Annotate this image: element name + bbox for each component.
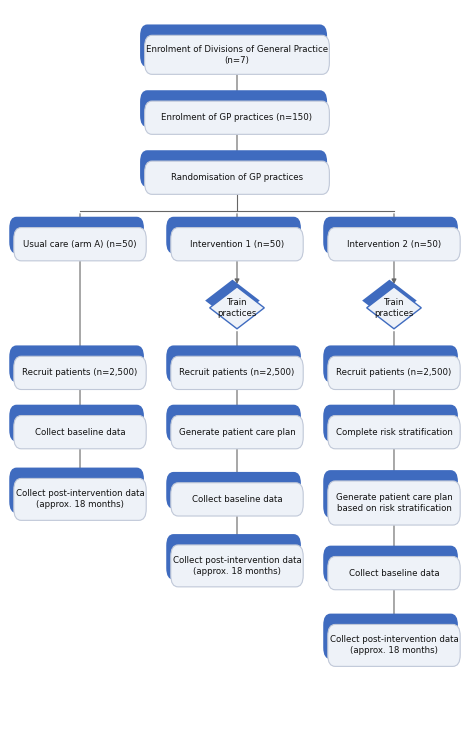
Text: Collect baseline data: Collect baseline data xyxy=(191,495,283,504)
FancyBboxPatch shape xyxy=(145,35,329,75)
Polygon shape xyxy=(210,287,264,329)
Text: Recruit patients (n=2,500): Recruit patients (n=2,500) xyxy=(179,368,295,377)
Text: Collect baseline data: Collect baseline data xyxy=(35,428,125,437)
Text: Complete risk stratification: Complete risk stratification xyxy=(336,428,452,437)
Polygon shape xyxy=(367,287,421,329)
Text: Recruit patients (n=2,500): Recruit patients (n=2,500) xyxy=(337,368,452,377)
Polygon shape xyxy=(362,279,417,322)
FancyBboxPatch shape xyxy=(323,346,458,383)
Text: Collect post-intervention data
(approx. 18 months): Collect post-intervention data (approx. … xyxy=(16,489,145,510)
Text: Collect post-intervention data
(approx. 18 months): Collect post-intervention data (approx. … xyxy=(173,556,301,576)
Text: Collect baseline data: Collect baseline data xyxy=(349,569,439,578)
Text: Recruit patients (n=2,500): Recruit patients (n=2,500) xyxy=(22,368,137,377)
FancyBboxPatch shape xyxy=(140,90,327,127)
FancyBboxPatch shape xyxy=(171,483,303,516)
Text: Generate patient care plan: Generate patient care plan xyxy=(179,428,295,437)
FancyBboxPatch shape xyxy=(323,614,458,659)
FancyBboxPatch shape xyxy=(9,217,144,254)
Text: Train
practices: Train practices xyxy=(374,297,414,318)
FancyBboxPatch shape xyxy=(140,24,327,67)
Text: Intervention 2 (n=50): Intervention 2 (n=50) xyxy=(347,239,441,248)
FancyBboxPatch shape xyxy=(328,416,460,449)
FancyBboxPatch shape xyxy=(323,546,458,583)
Text: Generate patient care plan
based on risk stratification: Generate patient care plan based on risk… xyxy=(336,493,452,513)
FancyBboxPatch shape xyxy=(9,346,144,383)
FancyBboxPatch shape xyxy=(166,346,301,383)
FancyBboxPatch shape xyxy=(145,101,329,134)
FancyBboxPatch shape xyxy=(14,356,146,389)
FancyBboxPatch shape xyxy=(145,161,329,194)
FancyBboxPatch shape xyxy=(166,404,301,441)
FancyBboxPatch shape xyxy=(323,404,458,441)
FancyBboxPatch shape xyxy=(171,545,303,587)
FancyBboxPatch shape xyxy=(166,217,301,254)
FancyBboxPatch shape xyxy=(323,470,458,518)
FancyBboxPatch shape xyxy=(328,227,460,261)
FancyBboxPatch shape xyxy=(328,556,460,590)
FancyBboxPatch shape xyxy=(323,217,458,254)
FancyBboxPatch shape xyxy=(140,151,327,187)
Text: Enrolment of GP practices (n=150): Enrolment of GP practices (n=150) xyxy=(162,113,312,122)
FancyBboxPatch shape xyxy=(171,227,303,261)
Text: Train
practices: Train practices xyxy=(217,297,257,318)
FancyBboxPatch shape xyxy=(166,472,301,509)
FancyBboxPatch shape xyxy=(328,624,460,666)
FancyBboxPatch shape xyxy=(171,416,303,449)
FancyBboxPatch shape xyxy=(328,481,460,525)
FancyBboxPatch shape xyxy=(14,416,146,449)
Text: Enrolment of Divisions of General Practice
(n=7): Enrolment of Divisions of General Practi… xyxy=(146,44,328,65)
Text: Intervention 1 (n=50): Intervention 1 (n=50) xyxy=(190,239,284,248)
Polygon shape xyxy=(205,279,260,322)
FancyBboxPatch shape xyxy=(9,468,144,513)
FancyBboxPatch shape xyxy=(171,356,303,389)
FancyBboxPatch shape xyxy=(328,356,460,389)
FancyBboxPatch shape xyxy=(9,404,144,441)
FancyBboxPatch shape xyxy=(14,478,146,520)
FancyBboxPatch shape xyxy=(166,534,301,580)
Text: Randomisation of GP practices: Randomisation of GP practices xyxy=(171,173,303,182)
Text: Collect post-intervention data
(approx. 18 months): Collect post-intervention data (approx. … xyxy=(329,636,458,655)
Text: Usual care (arm A) (n=50): Usual care (arm A) (n=50) xyxy=(23,239,137,248)
FancyBboxPatch shape xyxy=(14,227,146,261)
